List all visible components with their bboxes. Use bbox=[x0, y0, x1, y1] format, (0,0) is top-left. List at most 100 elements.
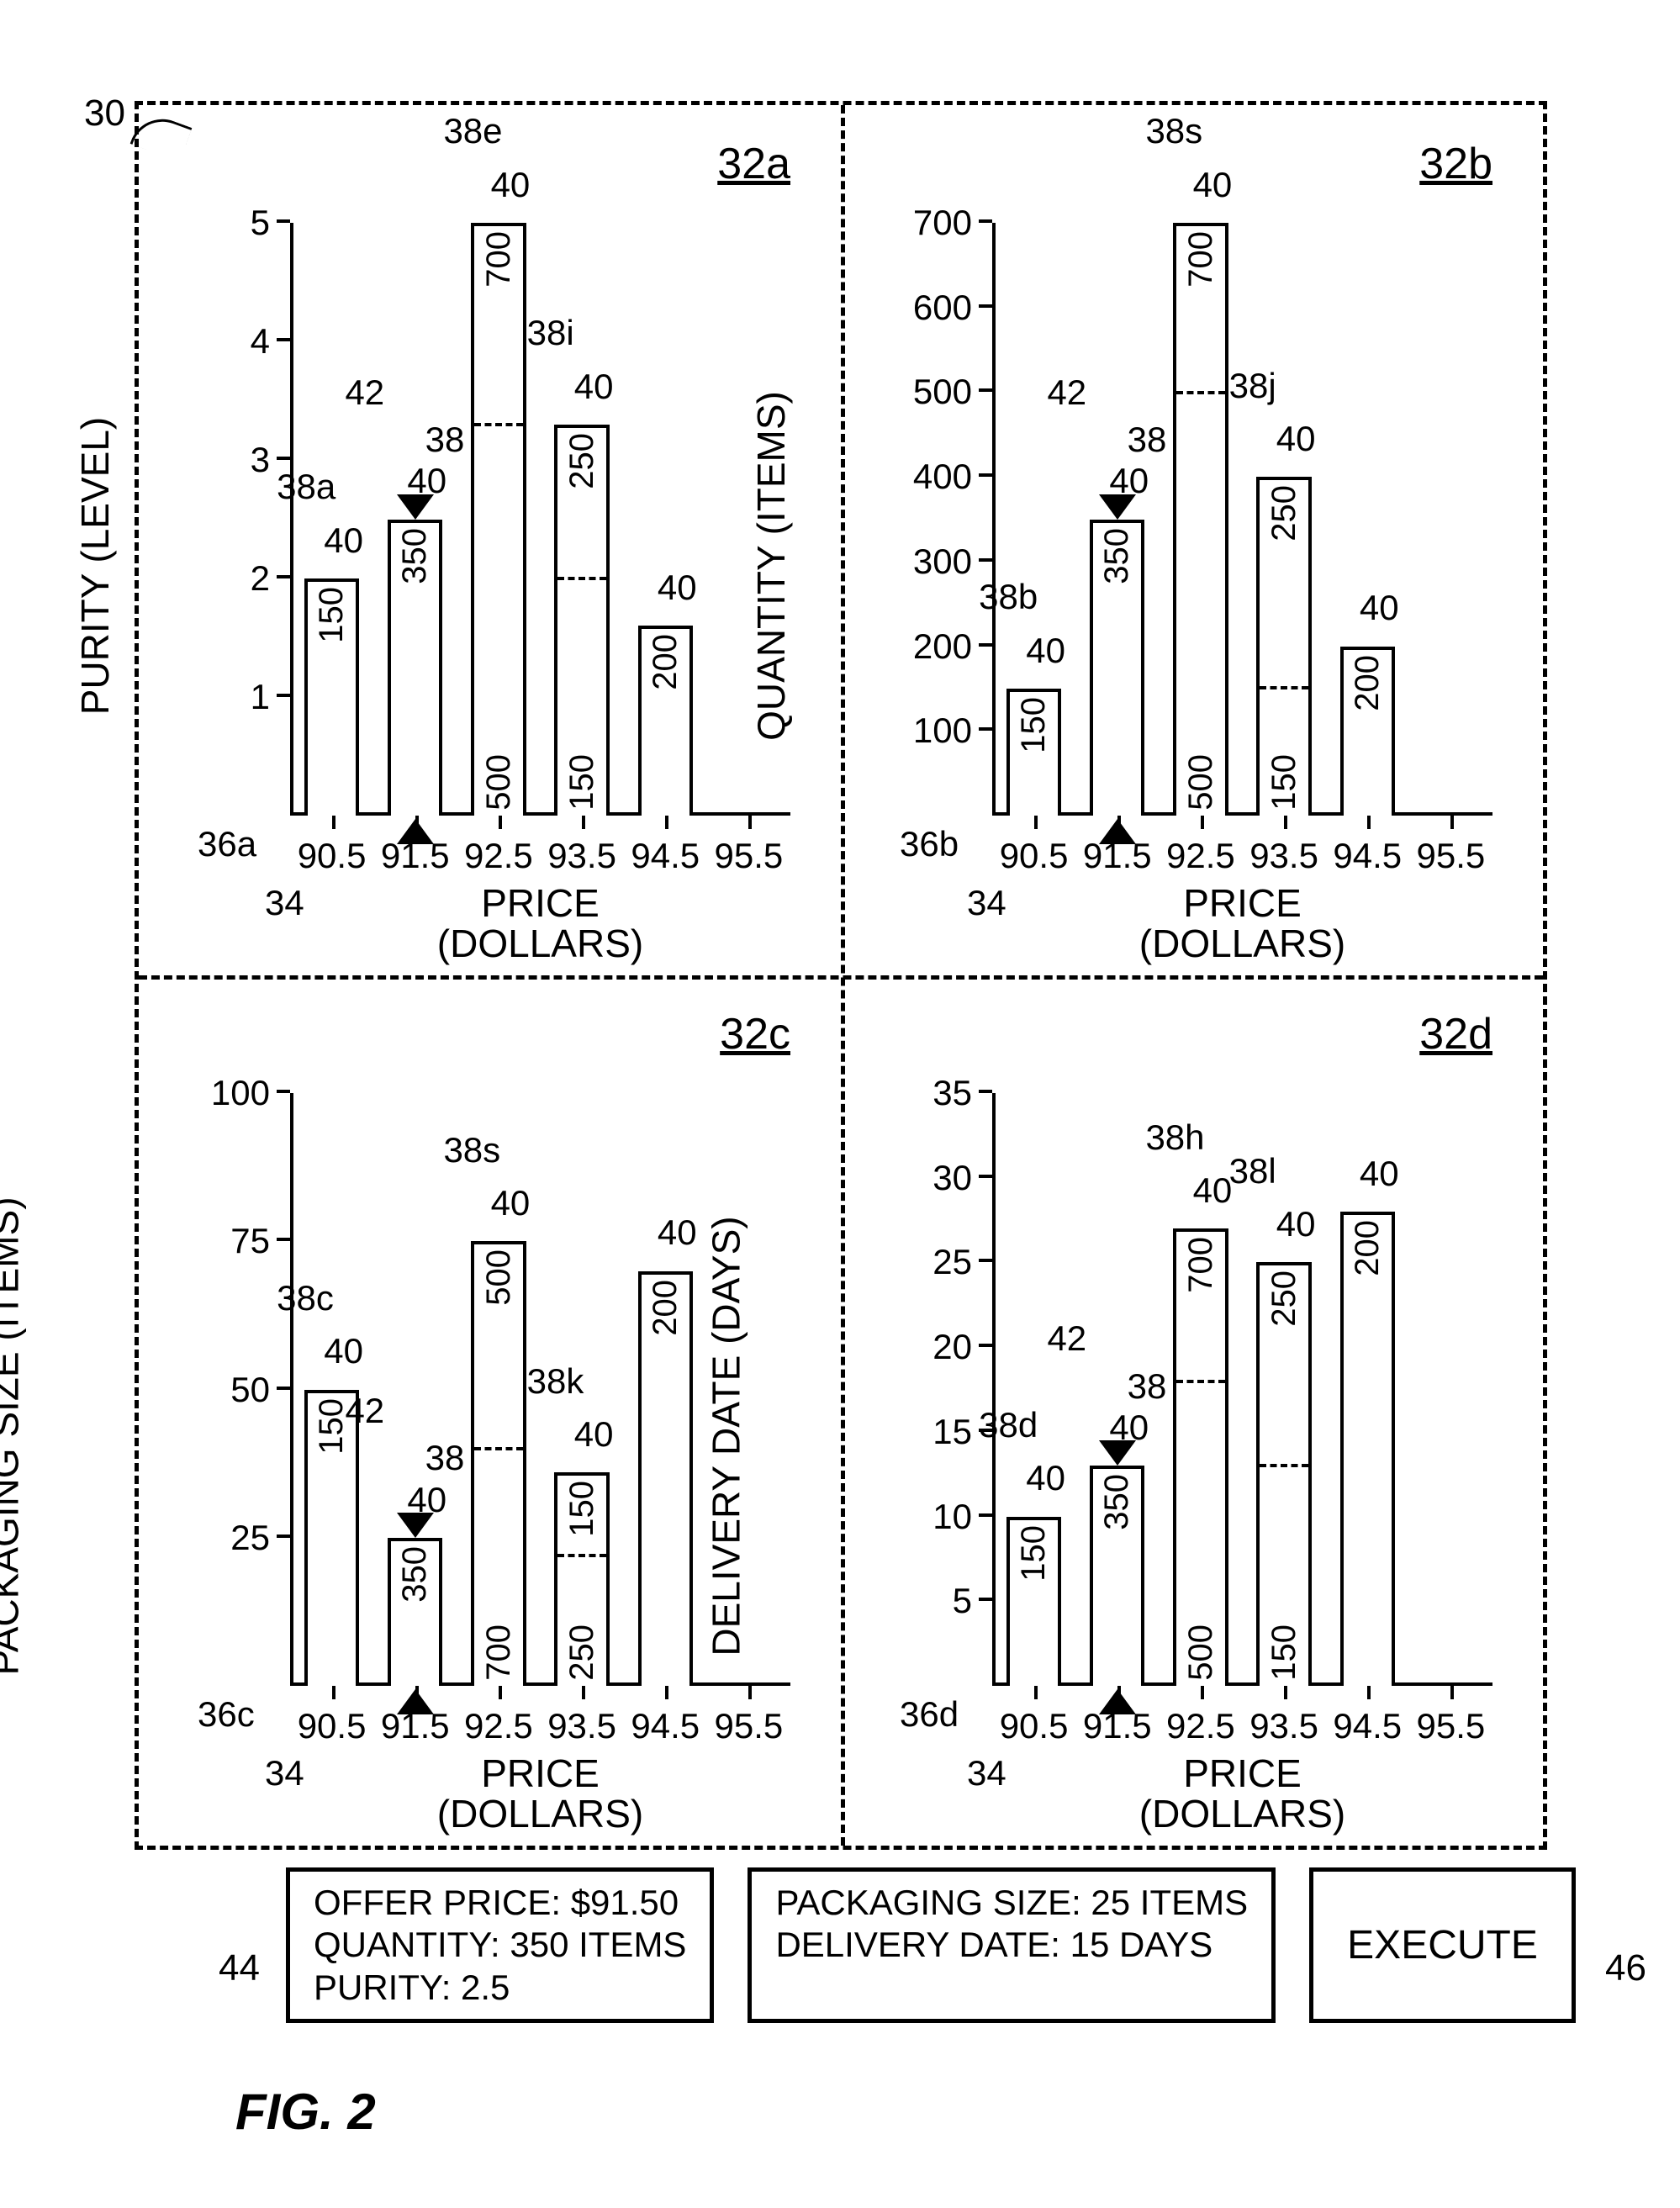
ref-40: 40 bbox=[491, 1183, 531, 1223]
ref-40: 40 bbox=[1026, 1458, 1065, 1498]
bar-value-top: 350 bbox=[396, 1546, 434, 1603]
ytick-label: 20 bbox=[932, 1327, 992, 1367]
ytick-label: 25 bbox=[230, 1518, 290, 1558]
ref-38-named: 38a bbox=[277, 467, 335, 507]
summary-row: OFFER PRICE: $91.50 QUANTITY: 350 ITEMS … bbox=[286, 1867, 1547, 2023]
chart-bar: 200 bbox=[1340, 647, 1395, 816]
panel-32d: 32d 5101520253035DELIVERY DATE (DAYS)90.… bbox=[841, 975, 1543, 1846]
xtick-label: 90.5 bbox=[1000, 816, 1069, 876]
bar-value-low: 500 bbox=[1182, 1624, 1220, 1681]
bar-value-top: 200 bbox=[1349, 655, 1387, 711]
x-axis-label: PRICE(DOLLARS) bbox=[437, 816, 643, 964]
x-axis-label: PRICE(DOLLARS) bbox=[437, 1686, 643, 1835]
bar-divider bbox=[474, 423, 522, 426]
chart-bar: 150 bbox=[304, 1390, 359, 1687]
bar-value-low: 500 bbox=[480, 754, 518, 811]
chart-bar: 700500 bbox=[471, 223, 526, 816]
ref-40: 40 bbox=[1193, 1170, 1233, 1211]
ytick-label: 35 bbox=[932, 1073, 992, 1113]
ref-34: 34 bbox=[265, 883, 304, 923]
ref-36: 36a bbox=[198, 824, 256, 864]
chart-bar: 700500 bbox=[1173, 223, 1228, 816]
ref-40: 40 bbox=[324, 1331, 363, 1371]
bar-divider bbox=[1260, 686, 1308, 689]
bar-value-top: 700 bbox=[1182, 231, 1220, 288]
ytick-label: 5 bbox=[953, 1581, 992, 1621]
x-axis-label: PRICE(DOLLARS) bbox=[1139, 816, 1345, 964]
packaging-box: PACKAGING SIZE: 25 ITEMS DELIVERY DATE: … bbox=[748, 1867, 1276, 2023]
chart-bar: 200 bbox=[638, 1271, 693, 1687]
xtick-label: 90.5 bbox=[298, 1686, 367, 1746]
panel-32a: 32a 12345PURITY (LEVEL)90.591.592.593.59… bbox=[139, 105, 841, 975]
bar-value-top: 200 bbox=[647, 1280, 684, 1336]
xtick-label: 95.5 bbox=[715, 1686, 784, 1746]
marker-arrow-up-icon bbox=[1099, 819, 1136, 844]
xtick-label: 95.5 bbox=[1417, 1686, 1486, 1746]
chart-bar: 500700 bbox=[471, 1241, 526, 1686]
ref-42: 42 bbox=[345, 1391, 384, 1431]
ref-40: 40 bbox=[658, 568, 697, 608]
chart: 100200300400500600700QUANTITY (ITEMS)90.… bbox=[992, 223, 1492, 816]
bar-divider bbox=[557, 577, 605, 580]
panel-label-32a: 32a bbox=[717, 139, 790, 189]
chart-bar: 150 bbox=[1006, 689, 1061, 816]
y-axis bbox=[290, 223, 293, 816]
ref-38-named: 38k bbox=[527, 1361, 584, 1402]
y-axis bbox=[290, 1093, 293, 1686]
chart-bar: 200 bbox=[638, 626, 693, 816]
ref-44: 44 bbox=[219, 1947, 260, 1989]
ref-40: 40 bbox=[1276, 419, 1316, 459]
offer-line1: OFFER PRICE: $91.50 bbox=[314, 1882, 686, 1924]
offer-line2: QUANTITY: 350 ITEMS bbox=[314, 1924, 686, 1966]
offer-box: OFFER PRICE: $91.50 QUANTITY: 350 ITEMS … bbox=[286, 1867, 714, 2023]
ytick-label: 600 bbox=[913, 288, 992, 328]
ref-34: 34 bbox=[265, 1753, 304, 1793]
bar-value-low: 150 bbox=[1265, 754, 1303, 811]
bar-divider bbox=[1176, 1380, 1224, 1383]
chart-bar: 250 150 bbox=[1256, 1262, 1311, 1686]
ref-38: 38 bbox=[1128, 1366, 1167, 1407]
ytick-label: 400 bbox=[913, 457, 992, 497]
bar-value-top: 350 bbox=[1098, 1474, 1136, 1530]
ref-42: 42 bbox=[1047, 1318, 1086, 1359]
xtick-label: 95.5 bbox=[1417, 816, 1486, 876]
marker-arrow-down-icon bbox=[1099, 1440, 1136, 1466]
execute-button[interactable]: EXECUTE bbox=[1309, 1867, 1576, 2023]
chart-bar: 350 bbox=[388, 1538, 442, 1686]
y-axis-label: PACKAGING SIZE (ITEMS) bbox=[0, 1104, 27, 1675]
ytick-label: 4 bbox=[251, 321, 290, 362]
bar-value-low: 250 bbox=[563, 1624, 601, 1681]
bar-divider bbox=[474, 1447, 522, 1450]
bar-value-top: 150 bbox=[1015, 1525, 1053, 1582]
ref-38: 38 bbox=[425, 420, 465, 460]
ref-34: 34 bbox=[967, 883, 1006, 923]
ref-30: 30 bbox=[84, 92, 125, 135]
marker-arrow-up-icon bbox=[1099, 1689, 1136, 1714]
ref-38-named: 38d bbox=[979, 1405, 1038, 1445]
bar-value-top: 350 bbox=[396, 528, 434, 584]
ytick-label: 5 bbox=[251, 203, 290, 243]
ref-40: 40 bbox=[1026, 631, 1065, 671]
pack-line2: DELIVERY DATE: 15 DAYS bbox=[775, 1924, 1248, 1966]
ref-38-named: 38i bbox=[527, 313, 574, 353]
ref-42: 42 bbox=[1047, 372, 1086, 413]
chart-bar: 700500 bbox=[1173, 1228, 1228, 1686]
ref-40: 40 bbox=[658, 1212, 697, 1253]
chart-bar: 350 bbox=[1090, 1466, 1144, 1686]
ytick-label: 75 bbox=[230, 1221, 290, 1261]
xtick-label: 95.5 bbox=[715, 816, 784, 876]
ytick-label: 2 bbox=[251, 558, 290, 599]
ytick-label: 10 bbox=[932, 1497, 992, 1537]
bar-value-top: 250 bbox=[1265, 1270, 1303, 1327]
chart-bar: 350 bbox=[388, 520, 442, 816]
bar-value-low: 150 bbox=[1265, 1624, 1303, 1681]
chart-bar: 150 bbox=[304, 578, 359, 816]
ref-40: 40 bbox=[324, 520, 363, 561]
x-axis-label: PRICE(DOLLARS) bbox=[1139, 1686, 1345, 1835]
ytick-label: 50 bbox=[230, 1370, 290, 1410]
bar-value-top: 150 bbox=[313, 587, 351, 643]
ref-38: 38 bbox=[1128, 420, 1167, 460]
offer-line3: PURITY: 2.5 bbox=[314, 1967, 686, 2009]
bar-value-top: 150 bbox=[1015, 697, 1053, 753]
y-axis bbox=[992, 1093, 996, 1686]
